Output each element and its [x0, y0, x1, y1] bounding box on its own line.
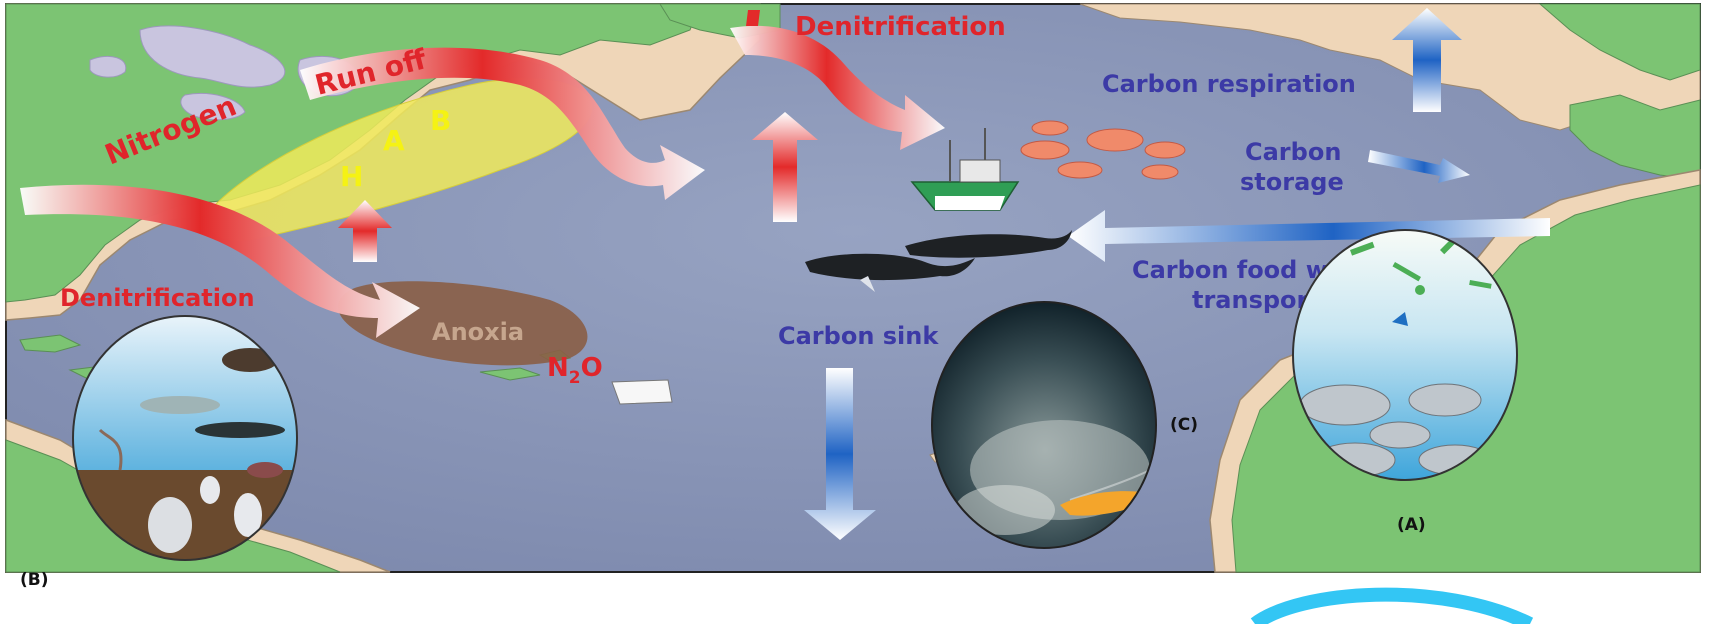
fish-school-icon [1020, 120, 1186, 180]
n2o-n: N [547, 353, 569, 383]
denitrification-top-label: Denitrification [795, 12, 1006, 42]
small-red-mark [746, 10, 760, 26]
n2o-o: O [581, 353, 603, 383]
hab-up-arrow [338, 200, 392, 262]
panel-a-pelagic [1293, 230, 1517, 480]
panel-c-border [931, 301, 1157, 549]
panel-c-label: (C) [1170, 415, 1198, 435]
hab-letter-h: H [340, 160, 363, 193]
carbon-storage-label-line2: storage [1240, 168, 1344, 196]
carbon-respiration-arrow [1392, 8, 1462, 112]
whales-icon [805, 230, 1072, 292]
panel-a-label: (A) [1397, 515, 1426, 535]
panel-b-border [72, 315, 298, 561]
denitrification-left-label: Denitrification [60, 284, 255, 312]
panel-a-border [1292, 229, 1518, 481]
anoxia-label: Anoxia [432, 318, 524, 346]
carbon-food-web-label-line2: transport [1192, 286, 1320, 314]
runoff-arrow [300, 47, 705, 200]
carbon-sink-label: Carbon sink [778, 322, 939, 350]
carbon-storage-label-line1: Carbon [1245, 138, 1341, 166]
denitrification-up-arrow [752, 112, 818, 222]
fishing-boat-icon [910, 128, 1020, 211]
ship-icon [611, 379, 673, 405]
n2o-label: N2O [547, 353, 603, 388]
hab-letter-b: B [430, 104, 451, 137]
n2o-subscript: 2 [569, 368, 581, 388]
carbon-sink-arrow [804, 368, 876, 540]
panel-b-label: (B) [20, 570, 49, 590]
denitrification-top-arrow [730, 25, 945, 151]
nitrogen-runoff-arrow [20, 184, 420, 338]
carbon-storage-arrow [1368, 150, 1470, 183]
carbon-food-web-arrow [1068, 210, 1550, 262]
carbon-respiration-label: Carbon respiration [1102, 70, 1356, 98]
highlight-arc [1250, 587, 1534, 624]
hab-letter-a: A [383, 124, 405, 157]
great-lakes [89, 25, 361, 121]
